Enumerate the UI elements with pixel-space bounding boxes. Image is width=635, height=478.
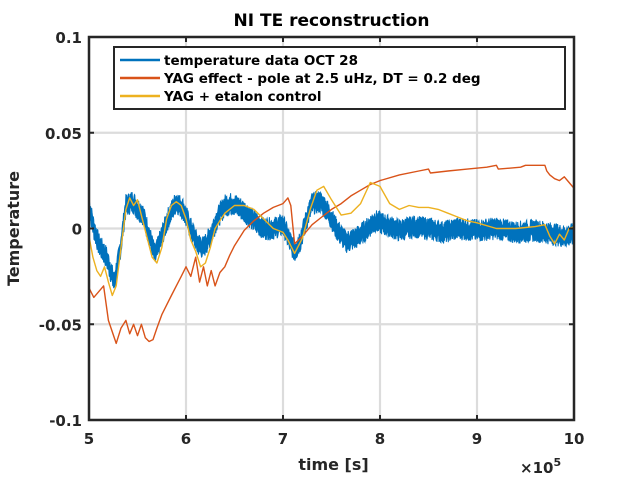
tick-labels: 5 6 7 8 9 10 -0.1 -0.05 0 0.05 0.1	[39, 29, 585, 448]
y-tick-label: -0.05	[39, 316, 82, 334]
x-tick-label: 10	[564, 430, 585, 448]
x-axis-exponent: ×105	[520, 456, 561, 477]
legend-item[interactable]: temperature data OCT 28	[120, 53, 358, 69]
x-axis-label: time [s]	[298, 455, 368, 474]
x-tick-label: 9	[472, 430, 482, 448]
chart-title: NI TE reconstruction	[234, 11, 430, 31]
y-tick-label: -0.1	[49, 412, 82, 430]
legend-label: temperature data OCT 28	[164, 53, 358, 69]
series-yag-etalon-control	[88, 181, 575, 297]
y-tick-label: 0.1	[55, 29, 82, 47]
legend-item[interactable]: YAG effect - pole at 2.5 uHz, DT = 0.2 d…	[120, 71, 481, 87]
y-tick-label: 0.05	[45, 125, 82, 143]
y-tick-label: 0	[72, 221, 82, 239]
x-exponent-base: ×10	[520, 459, 553, 477]
legend-label: YAG effect - pole at 2.5 uHz, DT = 0.2 d…	[163, 71, 481, 87]
legend-box	[113, 46, 566, 110]
x-tick-label: 8	[375, 430, 385, 448]
series-line	[88, 181, 575, 297]
x-exponent-power: 5	[553, 456, 561, 469]
series-line	[88, 164, 575, 345]
legend-item[interactable]: YAG + etalon control	[120, 89, 322, 105]
legend-label: YAG + etalon control	[163, 89, 322, 105]
legend[interactable]: temperature data OCT 28 YAG effect - pole…	[113, 46, 566, 110]
y-axis-label: Temperature	[4, 171, 23, 286]
x-tick-label: 5	[84, 430, 94, 448]
axes	[87, 35, 576, 422]
x-tick-label: 6	[181, 430, 191, 448]
series-yag-effect	[88, 164, 575, 345]
x-tick-label: 7	[278, 430, 288, 448]
